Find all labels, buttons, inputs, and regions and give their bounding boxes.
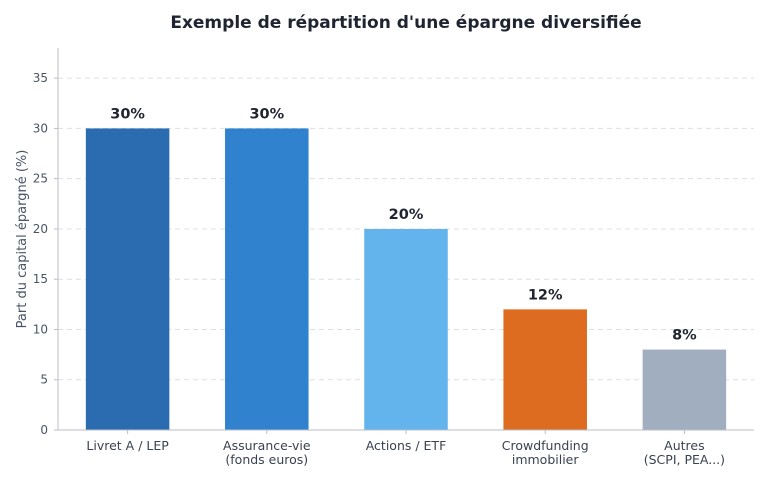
y-tick-label: 15 [33,272,48,286]
bar-value-label: 8% [672,328,697,344]
bars: 30% 30% 20% 12% 8% [85,106,727,430]
axes: 0 5 10 15 20 25 30 35 Livret A / LEP Assurance-vi… [33,48,754,467]
bar-value-label: 30% [110,106,145,122]
x-tick-label: immobilier [512,452,580,467]
y-tick-label: 35 [33,71,48,85]
bar [225,128,309,430]
bar-value-label: 20% [389,207,424,223]
x-tick-label: Crowdfunding [502,438,589,453]
gridlines [58,77,754,381]
x-tick-label: (fonds euros) [225,452,308,467]
x-tick-label: Assurance-vie [223,438,311,453]
bar [364,228,448,430]
y-tick-label: 30 [33,121,48,135]
x-tick-label: Actions / ETF [366,438,447,453]
y-tick-label: 0 [40,423,48,437]
x-tick-label: (SCPI, PEA...) [644,452,725,467]
y-tick-label: 10 [33,322,48,336]
chart-title: Exemple de répartition d'une épargne div… [170,13,641,33]
y-tick-label: 25 [33,172,48,186]
y-tick-label: 20 [33,222,48,236]
x-tick-label: Autres [664,438,704,453]
y-axis-label: Part du capital épargné (%) [15,150,30,329]
bar [642,349,727,430]
bar [503,309,587,430]
x-tick-label: Livret A / LEP [86,438,169,453]
bar [85,128,170,430]
bar-value-label: 30% [249,106,284,122]
y-tick-label: 5 [40,373,48,387]
bar-value-label: 12% [528,287,563,303]
